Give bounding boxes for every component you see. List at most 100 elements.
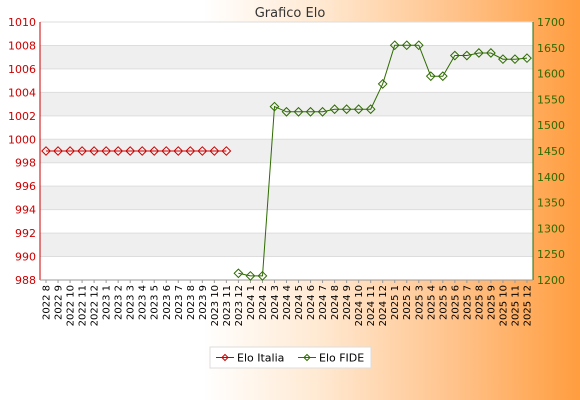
data-point <box>329 104 340 115</box>
y-right-tick-label: 1300 <box>537 222 565 235</box>
x-tick-label: 2024 10 <box>354 285 365 326</box>
x-tick-label: 2022 8 <box>42 285 53 320</box>
y-left-tick-label: 988 <box>15 274 36 287</box>
x-tick-label: 2025 2 <box>402 285 413 320</box>
x-tick-label: 2023 10 <box>210 285 221 326</box>
y-left-tick-label: 1002 <box>8 110 36 123</box>
data-point <box>53 146 63 156</box>
x-tick-label: 2024 8 <box>330 285 341 320</box>
x-tick-label: 2024 3 <box>270 285 281 320</box>
x-tick-label: 2023 6 <box>162 285 173 320</box>
grid-band <box>40 45 533 69</box>
data-point <box>269 101 280 112</box>
legend-label-fide: Elo FIDE <box>319 352 364 365</box>
data-point <box>413 40 424 51</box>
y-left-tick-label: 1010 <box>8 16 36 29</box>
data-point <box>161 146 172 156</box>
data-point <box>341 104 352 115</box>
x-tick-label: 2025 9 <box>486 285 497 320</box>
data-point <box>41 146 51 156</box>
x-tick-label: 2023 1 <box>102 285 113 320</box>
series-line-1 <box>238 44 528 277</box>
y-left-tick-label: 992 <box>15 227 36 240</box>
data-point <box>149 146 160 156</box>
data-point <box>113 146 124 156</box>
legend: Elo Italia Elo FIDE <box>209 346 372 369</box>
x-tick-label: 2024 5 <box>294 285 305 320</box>
data-point <box>353 104 364 115</box>
y-right-tick-label: 1550 <box>537 93 565 106</box>
x-tick-label: 2025 8 <box>474 285 485 320</box>
data-point <box>185 146 196 156</box>
legend-marker-fide <box>303 353 311 362</box>
series-lines <box>46 44 528 277</box>
data-point <box>209 146 220 156</box>
data-point <box>522 53 532 64</box>
legend-box <box>209 346 372 369</box>
y-right-tick-label: 1600 <box>537 68 565 81</box>
x-tick-label: 2022 11 <box>78 285 89 326</box>
data-point <box>65 146 75 156</box>
y-left-tick-label: 1004 <box>8 86 36 99</box>
y-right-tick-label: 1450 <box>537 145 565 158</box>
data-point <box>401 40 412 51</box>
y-left-tick-label: 1000 <box>8 133 36 146</box>
x-tick-label: 2023 4 <box>138 285 149 320</box>
y-right-tick-label: 1400 <box>537 171 565 184</box>
data-point <box>77 146 87 156</box>
x-tick-label: 2025 10 <box>498 285 509 326</box>
data-point <box>125 146 136 156</box>
x-tick-label: 2023 12 <box>234 285 245 326</box>
x-tick-label: 2024 2 <box>258 285 269 320</box>
y-right-tick-label: 1200 <box>537 274 565 287</box>
data-point <box>221 146 232 156</box>
x-tick-label: 2024 12 <box>378 285 389 326</box>
x-tick-label: 2023 11 <box>222 285 233 326</box>
x-tick-label: 2023 5 <box>150 285 161 320</box>
data-point <box>510 54 520 65</box>
x-tick-label: 2024 7 <box>318 285 329 320</box>
series-markers <box>41 40 532 281</box>
y-left-tick-label: 990 <box>15 251 36 264</box>
x-tick-label: 2023 3 <box>126 285 137 320</box>
x-tick-label: 2024 9 <box>342 285 353 320</box>
chart-title: Grafico Elo <box>255 6 326 21</box>
y-right-tick-label: 1650 <box>537 42 565 55</box>
data-point <box>449 50 460 61</box>
grid-band <box>40 233 533 257</box>
x-tick-label: 2024 6 <box>306 285 317 320</box>
x-tick-label: 2022 10 <box>66 285 77 326</box>
y-right-tick-label: 1250 <box>537 248 565 261</box>
data-point <box>389 40 400 51</box>
x-tick-label: 2025 12 <box>522 285 533 326</box>
y-left-tick-label: 998 <box>15 157 36 170</box>
y-right-tick-label: 1700 <box>537 16 565 29</box>
y-left-tick-label: 996 <box>15 180 36 193</box>
data-point <box>317 106 328 117</box>
x-tick-label: 2024 11 <box>366 285 377 326</box>
data-point <box>233 268 244 279</box>
y-right-tick-label: 1350 <box>537 197 565 210</box>
x-tick-label: 2025 5 <box>438 285 449 320</box>
data-point <box>473 48 484 58</box>
data-point <box>137 146 148 156</box>
data-point <box>425 71 436 82</box>
x-tick-label: 2024 4 <box>282 285 293 320</box>
legend-marker-italia <box>221 353 229 362</box>
data-point <box>89 146 100 156</box>
grid-band <box>40 186 533 210</box>
data-point <box>305 106 316 117</box>
x-tick-label: 2022 9 <box>54 285 65 320</box>
x-tick-label: 2022 12 <box>90 285 101 326</box>
y-left-tick-label: 1006 <box>8 63 36 76</box>
x-tick-label: 2025 7 <box>462 285 473 320</box>
x-tick-label: 2023 2 <box>114 285 125 320</box>
axes: 988 990 992 994 996 998 1000 1002 1004 1006 1008 10… <box>8 16 565 326</box>
x-tick-label: 2025 1 <box>390 285 401 320</box>
x-tick-label: 2023 9 <box>198 285 209 320</box>
data-point <box>257 270 268 281</box>
grid-lines <box>40 21 533 281</box>
data-point <box>197 146 208 156</box>
grid-band <box>40 92 533 116</box>
